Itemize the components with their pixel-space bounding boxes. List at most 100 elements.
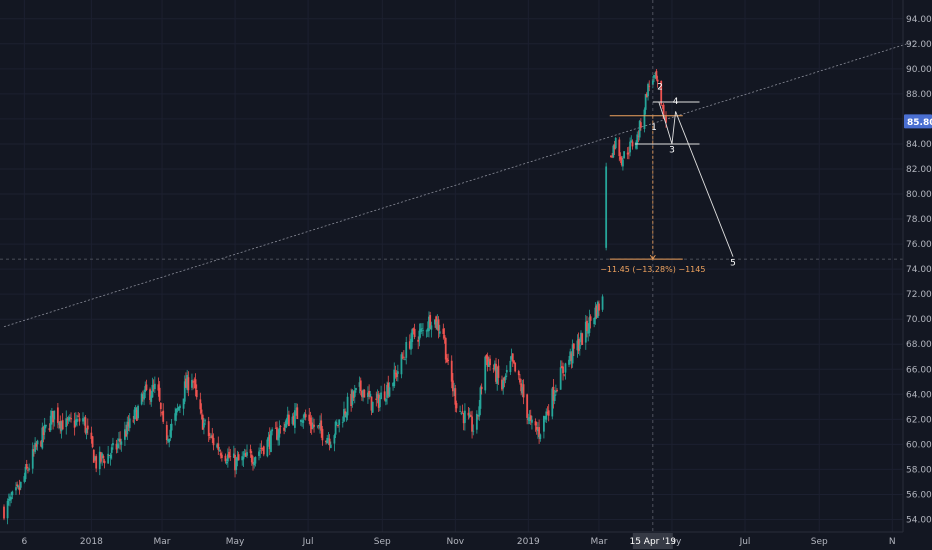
candle-body xyxy=(408,341,411,349)
candle-body xyxy=(547,410,550,416)
candle-body xyxy=(236,457,239,461)
candle-body xyxy=(293,410,296,428)
candle-body xyxy=(232,453,235,458)
candle-body xyxy=(302,420,305,423)
candle-body xyxy=(217,443,220,450)
candle-body xyxy=(378,398,381,408)
candle-body xyxy=(91,436,94,448)
candle-body xyxy=(309,417,312,426)
candle-body xyxy=(276,427,278,440)
candle-body xyxy=(529,415,532,421)
candle-body xyxy=(386,384,388,398)
y-axis[interactable]: 54.00 56.00 58.00 60.00 62.00 64.00 66.00 68.00… xyxy=(902,0,932,532)
candle-body xyxy=(618,139,621,157)
candle-body xyxy=(368,390,371,397)
candle-body xyxy=(630,140,633,142)
candle-body xyxy=(429,315,432,328)
candle-body xyxy=(179,405,181,408)
candle-body xyxy=(620,157,623,165)
candle-body xyxy=(402,356,405,358)
candle-body xyxy=(570,353,573,361)
candle-body xyxy=(229,456,232,457)
candle-body xyxy=(58,422,60,425)
candle-body xyxy=(66,418,69,420)
y-tick-label: 66.00 xyxy=(906,365,932,375)
candle-body xyxy=(199,399,202,410)
candle-body xyxy=(644,94,647,110)
candle-body xyxy=(260,448,263,449)
y-tick-label: 68.00 xyxy=(906,340,932,350)
candle-body xyxy=(478,406,481,417)
candle-body xyxy=(17,485,20,488)
candle-body xyxy=(103,460,106,464)
candle-body xyxy=(411,329,414,342)
candle-body xyxy=(268,434,271,450)
candle-body xyxy=(627,152,630,154)
candle-body xyxy=(454,388,457,405)
candle-body xyxy=(477,415,479,416)
candle-body xyxy=(369,393,372,398)
candle-body xyxy=(36,440,39,445)
candle-body xyxy=(422,330,424,331)
candle-body xyxy=(116,443,119,448)
candle-body xyxy=(462,413,465,424)
candle-body xyxy=(95,456,98,469)
candle-body xyxy=(647,84,649,97)
candle-body xyxy=(70,418,72,420)
candle-body xyxy=(355,387,357,391)
candle-body xyxy=(161,412,163,414)
candle-body xyxy=(150,395,153,402)
candle-body xyxy=(461,411,464,413)
candle-body xyxy=(278,427,281,438)
x-axis[interactable]: 62018MarMayJulSepNov2019MarMayJulSepN xyxy=(0,531,903,547)
candle-body xyxy=(319,422,321,429)
candle-body xyxy=(31,449,34,469)
candle-body xyxy=(244,452,247,457)
candle-body xyxy=(517,371,520,376)
candle-body xyxy=(128,418,131,429)
x-tick-label: Mar xyxy=(590,537,607,547)
candle-body xyxy=(552,386,555,401)
candle-body xyxy=(187,377,190,391)
candle-body xyxy=(220,454,223,458)
candle-body xyxy=(204,420,207,422)
candle-body xyxy=(35,443,38,447)
candle-body xyxy=(459,410,461,412)
candle-body xyxy=(65,418,68,428)
drawings: −11.45 (−13.28%) −1145 2 1 4 3 5 xyxy=(0,0,903,532)
candle-body xyxy=(183,381,186,402)
candle-body xyxy=(41,427,44,449)
candle-body xyxy=(412,328,415,331)
candle-body xyxy=(207,421,210,437)
candle-body xyxy=(587,330,590,334)
candle-body xyxy=(249,449,252,453)
candle-body xyxy=(559,367,562,390)
candle-body xyxy=(534,421,537,426)
axis-tags: 85.80 15 Apr '19 xyxy=(629,114,932,549)
candle-body xyxy=(505,369,508,373)
candle-body xyxy=(225,462,228,464)
candle-body xyxy=(417,339,420,342)
candle-body xyxy=(310,422,313,430)
candle-body xyxy=(576,340,579,351)
candle-body xyxy=(610,155,612,158)
candle-body xyxy=(61,420,64,430)
candle-body xyxy=(186,374,189,390)
candle-body xyxy=(235,458,238,470)
candle-body xyxy=(654,72,657,74)
candle-body xyxy=(291,416,294,424)
candle-body xyxy=(76,418,78,422)
candle-body xyxy=(253,462,256,466)
candle-body xyxy=(428,316,430,331)
candle-body xyxy=(619,156,622,160)
y-tick-label: 58.00 xyxy=(906,465,932,475)
candle-body xyxy=(346,396,349,416)
candle-body xyxy=(18,487,21,491)
candle-body xyxy=(267,436,270,441)
candle-body xyxy=(434,319,436,325)
candle-body xyxy=(295,408,297,410)
candle-body xyxy=(191,380,193,388)
candle-body xyxy=(469,415,472,417)
candle-body xyxy=(316,425,319,427)
